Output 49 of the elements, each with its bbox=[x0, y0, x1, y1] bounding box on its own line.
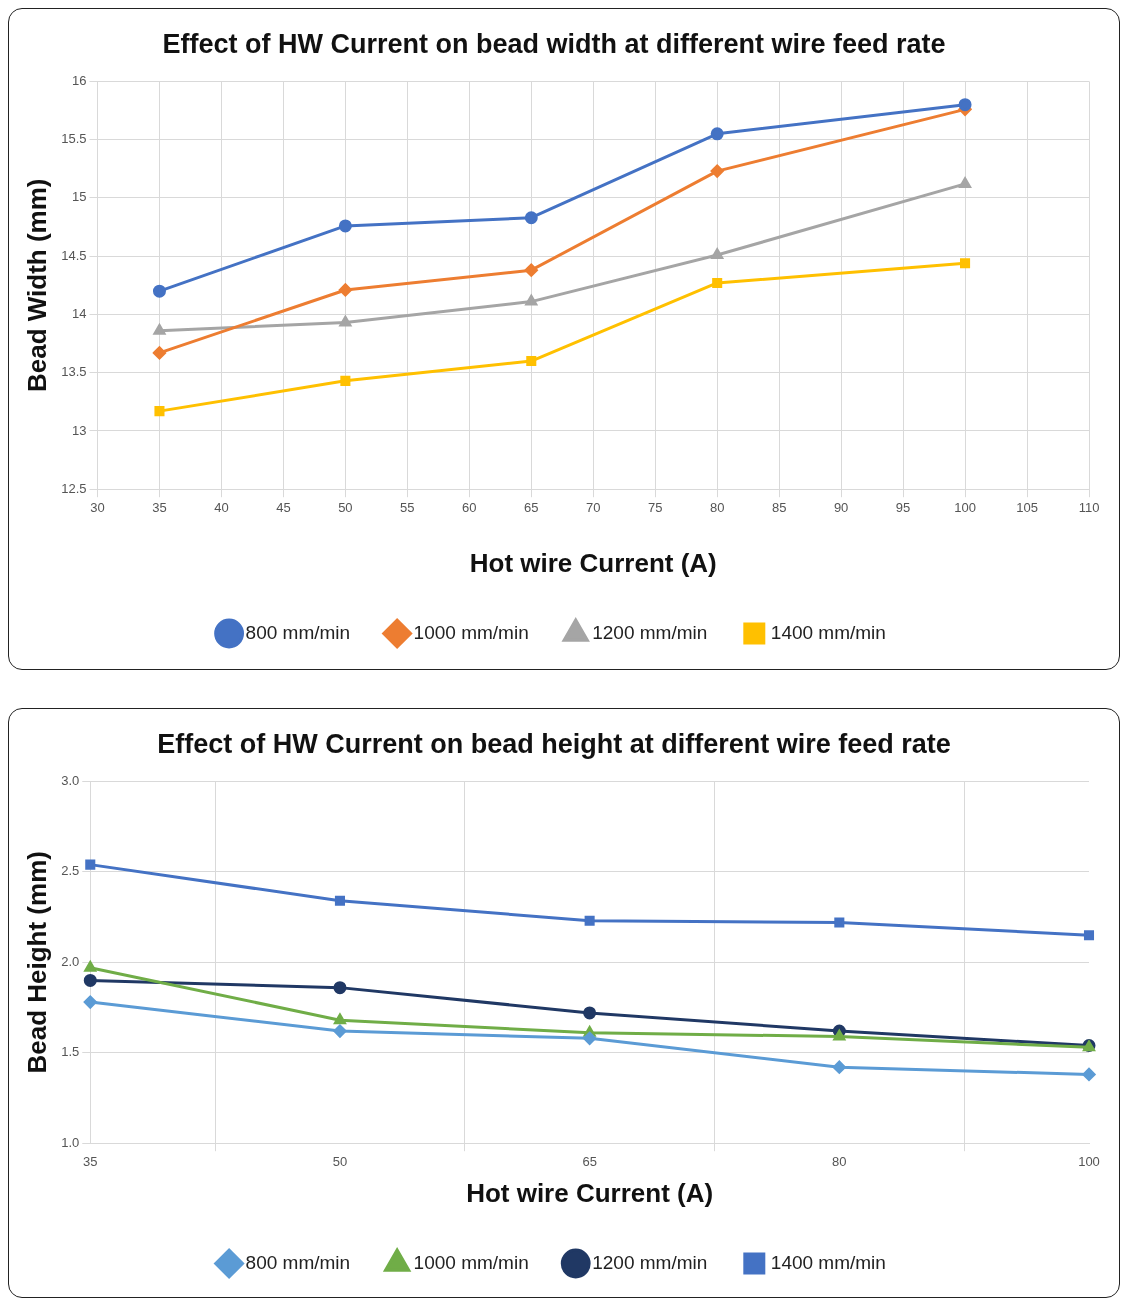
x-tick-label: 55 bbox=[400, 499, 415, 515]
y-tick-label: 1.5 bbox=[61, 1044, 80, 1060]
x-tick-label: 105 bbox=[1016, 499, 1038, 515]
y-tick-label: 13.5 bbox=[61, 364, 87, 380]
x-axis-title: Hot wire Current (A) bbox=[466, 1177, 714, 1208]
x-tick-label: 85 bbox=[771, 499, 787, 515]
x-tick-label: 100 bbox=[1078, 1153, 1100, 1169]
legend-label: 1200 mm/min bbox=[592, 621, 708, 643]
x-tick-label: 110 bbox=[1078, 499, 1100, 515]
x-axis-title: Hot wire Current (A) bbox=[469, 547, 717, 578]
x-tick-label: 100 bbox=[954, 499, 976, 515]
x-tick-label: 95 bbox=[895, 499, 911, 515]
x-tick-label: 80 bbox=[832, 1153, 847, 1169]
y-tick-label: 16 bbox=[72, 72, 87, 88]
x-tick-label: 35 bbox=[152, 499, 167, 515]
x-tick-label: 50 bbox=[332, 1153, 348, 1169]
x-tick-label: 70 bbox=[586, 499, 601, 515]
chart-title: Effect of HW Current on bead height at different wire feed rate bbox=[157, 728, 951, 759]
x-tick-label: 65 bbox=[582, 1153, 597, 1169]
x-tick-label: 45 bbox=[276, 499, 291, 515]
legend-label: 1200 mm/min bbox=[592, 1251, 708, 1273]
y-tick-label: 13 bbox=[72, 422, 87, 438]
legend-label: 1000 mm/min bbox=[413, 621, 529, 643]
legend-label: 1400 mm/min bbox=[770, 1251, 886, 1273]
y-tick-label: 3.0 bbox=[61, 772, 80, 788]
x-tick-label: 40 bbox=[214, 499, 229, 515]
y-tick-label: 15 bbox=[72, 189, 87, 205]
y-tick-label: 14.5 bbox=[61, 247, 87, 263]
x-tick-label: 30 bbox=[90, 499, 105, 515]
legend-label: 800 mm/min bbox=[245, 621, 351, 643]
x-tick-label: 35 bbox=[83, 1153, 98, 1169]
x-tick-label: 80 bbox=[709, 499, 725, 515]
x-tick-label: 90 bbox=[833, 499, 849, 515]
chart-title: Effect of HW Current on bead width at different wire feed rate bbox=[162, 28, 946, 59]
legend-label: 1000 mm/min bbox=[413, 1251, 529, 1273]
y-tick-label: 1.0 bbox=[61, 1134, 80, 1150]
y-tick-label: 2.0 bbox=[61, 953, 80, 969]
x-tick-label: 65 bbox=[524, 499, 539, 515]
legend-label: 800 mm/min bbox=[245, 1251, 351, 1273]
y-tick-label: 14 bbox=[72, 306, 87, 322]
legend-label: 1400 mm/min bbox=[770, 621, 886, 643]
y-tick-label: 2.5 bbox=[61, 863, 80, 879]
y-axis-title: Bead Width (mm) bbox=[21, 178, 52, 393]
y-axis-title: Bead Height (mm) bbox=[21, 851, 52, 1074]
x-tick-label: 60 bbox=[462, 499, 477, 515]
x-tick-label: 75 bbox=[647, 499, 663, 515]
y-tick-label: 15.5 bbox=[61, 131, 87, 147]
x-tick-label: 50 bbox=[338, 499, 353, 515]
y-tick-label: 12.5 bbox=[61, 480, 87, 496]
